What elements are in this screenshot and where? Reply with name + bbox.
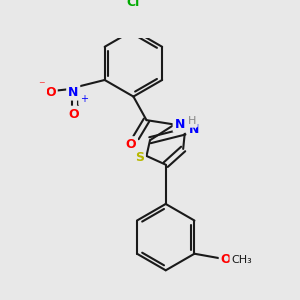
Text: O: O [125,138,136,151]
Text: Cl: Cl [127,0,140,9]
Text: O: O [68,107,79,121]
Text: N: N [68,86,78,99]
Text: N: N [175,118,185,131]
Text: O: O [220,253,231,266]
Text: CH₃: CH₃ [231,255,252,265]
Text: H: H [188,116,196,126]
Text: O: O [45,86,56,99]
Text: +: + [80,94,88,104]
Text: N: N [188,123,199,136]
Text: ⁻: ⁻ [38,80,45,93]
Text: S: S [135,151,144,164]
